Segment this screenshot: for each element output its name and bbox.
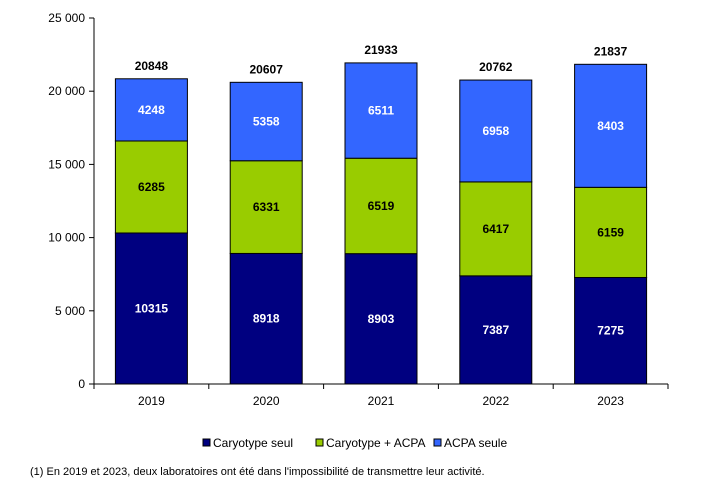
bar-segment [459, 181, 533, 277]
total-label: 20848 [135, 59, 169, 73]
data-label: 6285 [138, 180, 165, 194]
data-label: 8403 [597, 119, 624, 133]
legend-label: Caryotype seul [213, 436, 293, 450]
legend: Caryotype seul Caryotype + ACPA ACPA seule [202, 436, 507, 450]
footnote: (1) En 2019 et 2023, deux laboratoires o… [30, 466, 485, 478]
bar-segment [574, 186, 648, 278]
total-label: 21837 [594, 44, 628, 58]
data-label: 6331 [253, 200, 280, 214]
bar-segment [574, 276, 648, 385]
x-tick-label: 2021 [368, 394, 395, 408]
legend-label: Caryotype + ACPA [326, 436, 426, 450]
data-label: 6958 [482, 124, 509, 138]
x-tick-label: 2020 [253, 394, 280, 408]
legend-swatch [202, 438, 211, 447]
bar-segment [344, 62, 418, 159]
x-tick-label: 2022 [482, 394, 509, 408]
bar-segment [574, 63, 648, 188]
legend-label: ACPA seule [444, 436, 507, 450]
y-tick-label: 15 000 [48, 157, 85, 171]
total-label: 21933 [364, 43, 398, 57]
y-tick-label: 20 000 [48, 84, 85, 98]
data-label: 8903 [368, 312, 395, 326]
bar-segment [114, 78, 188, 142]
x-tick-label: 2019 [138, 394, 165, 408]
bar-segment [229, 160, 303, 254]
bar-segment [459, 79, 533, 183]
y-tick-label: 25 000 [48, 11, 85, 25]
bar-segment [229, 81, 303, 162]
y-axis: 0 5 000 10 000 15 000 20 000 25 000 [48, 11, 95, 391]
data-label: 6511 [368, 104, 394, 118]
y-tick-label: 5 000 [55, 304, 85, 318]
data-label: 5358 [253, 115, 280, 129]
legend-swatch [433, 438, 442, 447]
bar-segment [114, 232, 188, 385]
bar-segment [114, 140, 188, 234]
bar-segment [344, 157, 418, 255]
data-label: 8918 [253, 312, 280, 326]
legend-swatch [315, 438, 324, 447]
bar-segment [229, 252, 303, 385]
data-label: 6159 [597, 225, 624, 239]
data-label: 7387 [482, 323, 509, 337]
x-axis: 2019 2020 2021 2022 2023 [93, 383, 669, 408]
y-tick-label: 10 000 [48, 231, 85, 245]
total-label: 20762 [479, 60, 513, 74]
total-label: 20607 [250, 62, 284, 76]
bar-segment [344, 253, 418, 385]
bars: 10315 6285 4248 20848 8918 6331 5358 20607 8903 6… [114, 43, 648, 385]
data-label: 10315 [135, 301, 169, 315]
data-label: 4248 [138, 103, 165, 117]
x-tick-label: 2023 [597, 394, 624, 408]
data-label: 6417 [482, 222, 509, 236]
data-label: 6519 [368, 199, 395, 213]
data-label: 7275 [597, 324, 624, 338]
y-tick-label: 0 [78, 377, 85, 391]
bar-segment [459, 275, 533, 385]
